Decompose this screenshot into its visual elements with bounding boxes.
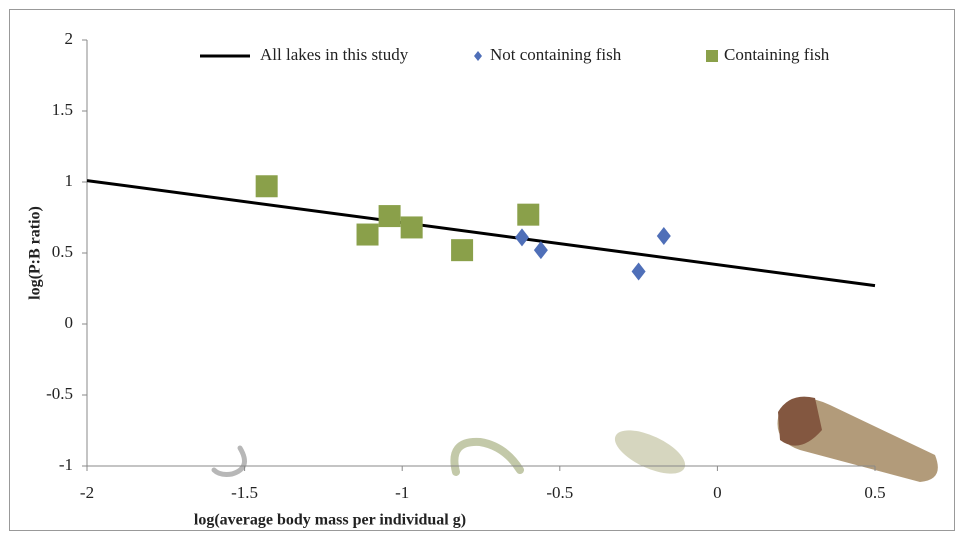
y-tick-label: 1.5 xyxy=(52,100,73,119)
x-tick-label: -1.5 xyxy=(231,483,258,502)
square-point xyxy=(255,175,278,198)
diamond-point xyxy=(656,226,671,245)
square-point xyxy=(378,205,401,228)
diamond-point xyxy=(533,241,548,260)
diamond-point xyxy=(514,228,529,247)
x-tick-label: 0 xyxy=(713,483,722,502)
x-tick-label: -1 xyxy=(395,483,409,502)
y-tick-label: 0 xyxy=(65,313,74,332)
legend-label: Not containing fish xyxy=(490,45,622,64)
y-tick-label: -1 xyxy=(59,455,73,474)
nymph-illustration xyxy=(614,430,686,474)
fit-line xyxy=(86,179,876,288)
y-tick-label: 1 xyxy=(65,171,74,190)
x-tick-label: -2 xyxy=(80,483,94,502)
legend-swatch xyxy=(706,50,718,62)
y-tick-label: -0.5 xyxy=(46,384,73,403)
y-tick-label: 2 xyxy=(65,29,74,48)
x-tick-label: 0.5 xyxy=(864,483,885,502)
illustrations xyxy=(211,396,938,482)
diamond-point xyxy=(631,262,646,281)
legend-swatch xyxy=(474,51,482,61)
legend-label: All lakes in this study xyxy=(260,45,409,64)
x-tick-label: -0.5 xyxy=(546,483,573,502)
legend-label: Containing fish xyxy=(724,45,830,64)
square-point xyxy=(356,223,379,246)
y-tick-label: 0.5 xyxy=(52,242,73,261)
square-point xyxy=(400,216,423,239)
y-axis-title: log(P:B ratio) xyxy=(27,206,44,300)
x-axis-title: log(average body mass per individual g) xyxy=(194,512,466,529)
caddis-illustration xyxy=(778,396,822,446)
square-point xyxy=(517,203,540,226)
larva-illustration xyxy=(211,445,247,477)
square-point xyxy=(451,239,474,262)
larva-illustration xyxy=(450,437,524,476)
